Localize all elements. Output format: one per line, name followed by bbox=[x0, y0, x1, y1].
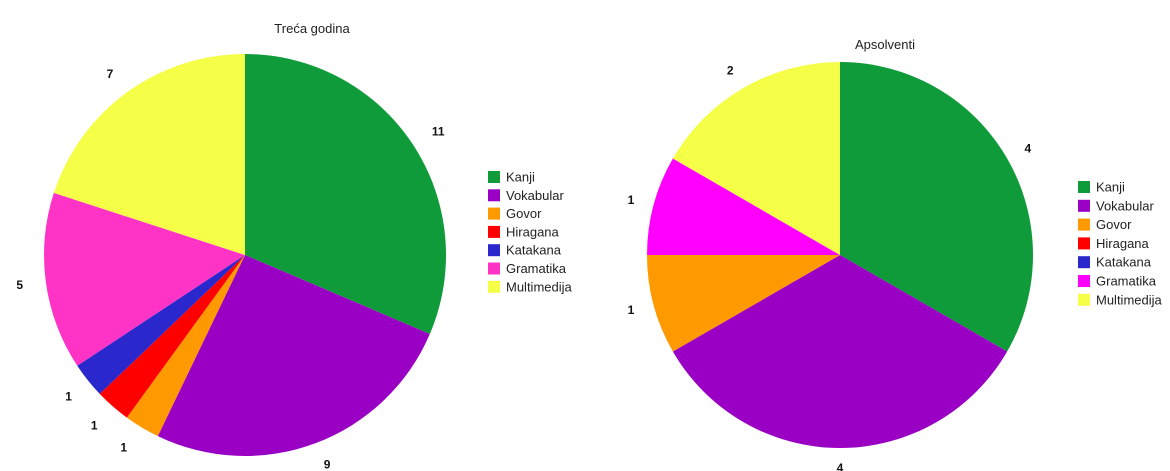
legend-swatch-gramatika bbox=[1078, 275, 1090, 287]
data-label-multimedija: 7 bbox=[107, 67, 114, 81]
legend-swatch-govor bbox=[488, 207, 500, 220]
legend-label-hiragana: Hiragana bbox=[506, 224, 560, 239]
pie-slice-multimedija bbox=[672, 62, 840, 255]
pie-slices bbox=[44, 54, 447, 456]
data-label-katakana: 1 bbox=[65, 390, 72, 404]
data-label-hiragana: 1 bbox=[91, 419, 98, 433]
pie-slice-multimedija bbox=[53, 54, 246, 255]
chart-title: Apsolventi bbox=[855, 37, 915, 52]
legend-item-katakana: Katakana bbox=[488, 243, 562, 258]
legend-label-katakana: Katakana bbox=[1096, 255, 1152, 270]
data-label-govor: 1 bbox=[628, 303, 635, 317]
legend-item-hiragana: Hiragana bbox=[1078, 236, 1150, 251]
data-label-vokabular: 9 bbox=[324, 458, 331, 471]
data-label-kanji: 4 bbox=[1025, 142, 1032, 156]
legend-item-vokabular: Vokabular bbox=[1078, 198, 1154, 213]
legend: Kanji Vokabular Govor Hiragana Katakana Grama… bbox=[488, 170, 573, 294]
legend-item-kanji: Kanji bbox=[488, 170, 535, 185]
data-label-multimedija: 2 bbox=[727, 64, 734, 78]
legend-item-govor: Govor bbox=[488, 206, 542, 221]
legend-swatch-vokabular bbox=[1078, 199, 1090, 212]
pie-slice-kanji bbox=[245, 54, 447, 334]
legend-swatch-vokabular bbox=[488, 189, 500, 202]
legend-label-vokabular: Vokabular bbox=[506, 188, 564, 203]
legend-swatch-gramatika bbox=[488, 262, 500, 275]
legend-swatch-hiragana bbox=[1078, 237, 1090, 250]
pie-slice-vokabular bbox=[157, 255, 430, 456]
chart-title: Treća godina bbox=[274, 21, 350, 36]
legend-item-vokabular: Vokabular bbox=[488, 188, 564, 203]
legend-label-multimedija: Multimedija bbox=[506, 279, 573, 294]
pie-slice-govor bbox=[647, 255, 840, 352]
legend-swatch-kanji bbox=[488, 171, 500, 183]
data-label-gramatika: 5 bbox=[16, 278, 23, 292]
legend-item-kanji: Kanji bbox=[1078, 180, 1125, 195]
legend-item-katakana: Katakana bbox=[1078, 255, 1152, 270]
legend-label-katakana: Katakana bbox=[506, 243, 562, 258]
legend-label-vokabular: Vokabular bbox=[1096, 198, 1154, 213]
legend-label-kanji: Kanji bbox=[1096, 180, 1125, 195]
legend-swatch-govor bbox=[1078, 218, 1090, 231]
legend-label-multimedija: Multimedija bbox=[1096, 292, 1163, 307]
pie-slice-vokabular bbox=[672, 255, 1008, 448]
legend-swatch-kanji bbox=[1078, 181, 1090, 193]
legend: Kanji Vokabular Govor Hiragana Katakana Grama… bbox=[1078, 180, 1163, 307]
pie-chart-apsolventi: Apsolventi 4 4 1 1 2 Kanji Vokabular Govor Hira… bbox=[628, 37, 1163, 471]
pie-slice-gramatika bbox=[647, 158, 840, 255]
legend-item-hiragana: Hiragana bbox=[488, 224, 560, 239]
pie-slice-kanji bbox=[840, 62, 1033, 352]
legend-label-kanji: Kanji bbox=[506, 170, 535, 185]
legend-item-govor: Govor bbox=[1078, 217, 1132, 232]
legend-label-gramatika: Gramatika bbox=[1096, 274, 1157, 289]
data-label-kanji: 11 bbox=[432, 125, 445, 139]
pie-slice-govor bbox=[126, 255, 245, 437]
legend-swatch-katakana bbox=[1078, 256, 1090, 269]
legend-label-gramatika: Gramatika bbox=[506, 261, 567, 276]
legend-label-govor: Govor bbox=[1096, 217, 1132, 232]
legend-label-govor: Govor bbox=[506, 206, 542, 221]
pie-slice-katakana bbox=[77, 255, 245, 394]
legend-item-gramatika: Gramatika bbox=[488, 261, 567, 276]
pie-slice-gramatika bbox=[44, 192, 245, 366]
data-label-govor: 1 bbox=[120, 440, 127, 454]
pie-slices bbox=[647, 62, 1033, 448]
legend-swatch-multimedija bbox=[1078, 293, 1090, 306]
legend-swatch-hiragana bbox=[488, 225, 500, 238]
pie-slice-hiragana bbox=[99, 255, 245, 418]
data-label-gramatika: 1 bbox=[628, 193, 635, 207]
legend-swatch-multimedija bbox=[488, 280, 500, 293]
legend-item-gramatika: Gramatika bbox=[1078, 274, 1157, 289]
data-label-vokabular: 4 bbox=[837, 461, 844, 471]
legend-item-multimedija: Multimedija bbox=[488, 279, 573, 294]
legend-item-multimedija: Multimedija bbox=[1078, 292, 1163, 307]
legend-label-hiragana: Hiragana bbox=[1096, 236, 1150, 251]
legend-swatch-katakana bbox=[488, 244, 500, 257]
data-labels: 4 4 1 1 2 bbox=[628, 64, 1032, 471]
